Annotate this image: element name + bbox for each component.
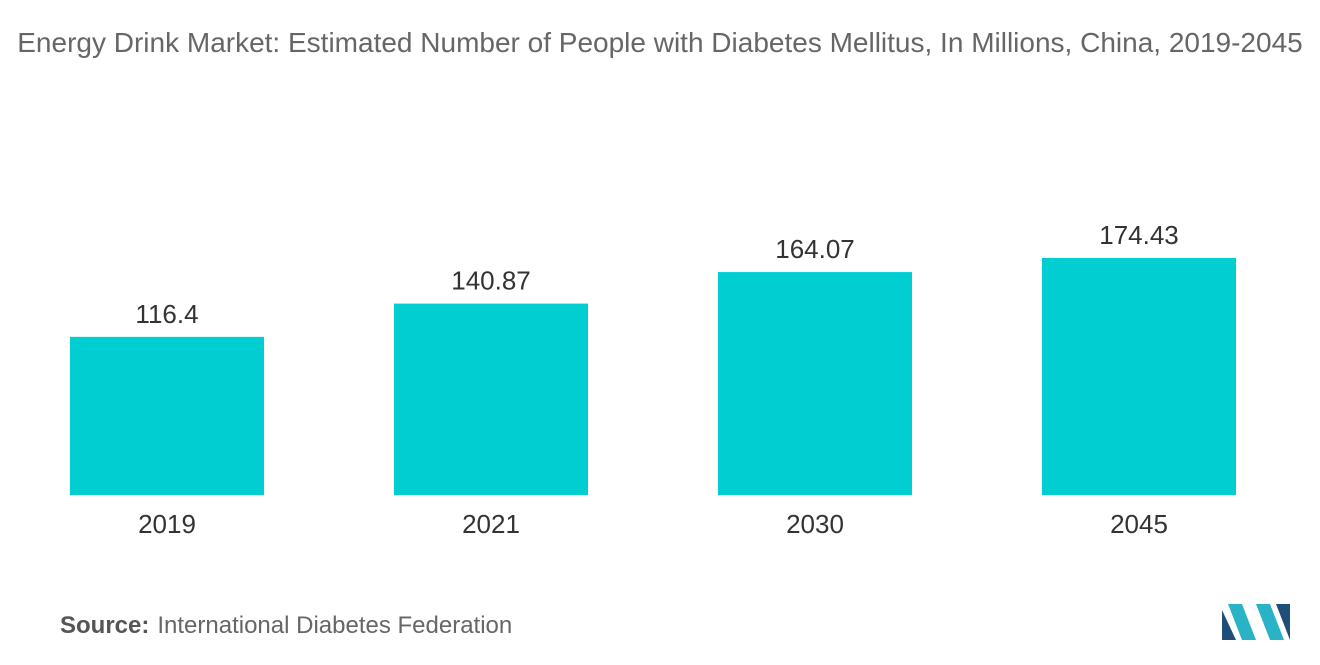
logo-left-shape: [1222, 610, 1236, 640]
logo-end-shape: [1276, 604, 1290, 640]
source-text: International Diabetes Federation: [157, 612, 513, 639]
source-label: Source:: [60, 612, 150, 639]
bar-value-label: 140.87: [451, 266, 531, 296]
logo-mid-shape: [1228, 604, 1256, 640]
bar-2030: [718, 272, 912, 495]
source-line: Source: International Diabetes Federation: [60, 612, 512, 640]
bar-2021: [394, 303, 588, 495]
x-tick-label: 2045: [1110, 509, 1168, 539]
bar-2019: [70, 336, 264, 495]
bar-value-label: 116.4: [135, 299, 198, 329]
x-tick-label: 2030: [786, 509, 844, 539]
chart-title: Energy Drink Market: Estimated Number of…: [17, 27, 1303, 58]
bar-value-label: 174.43: [1099, 220, 1179, 250]
logo-right-shape: [1256, 604, 1284, 640]
bar-2045: [1042, 258, 1236, 495]
mordor-intelligence-logo-icon: [1222, 604, 1290, 640]
bar-value-label: 164.07: [775, 234, 855, 264]
x-tick-label: 2019: [138, 509, 196, 539]
bars-layer: 116.4 2019 140.87 2021 164.07 2030 174.43 2045: [70, 220, 1236, 539]
x-tick-label: 2021: [462, 509, 520, 539]
